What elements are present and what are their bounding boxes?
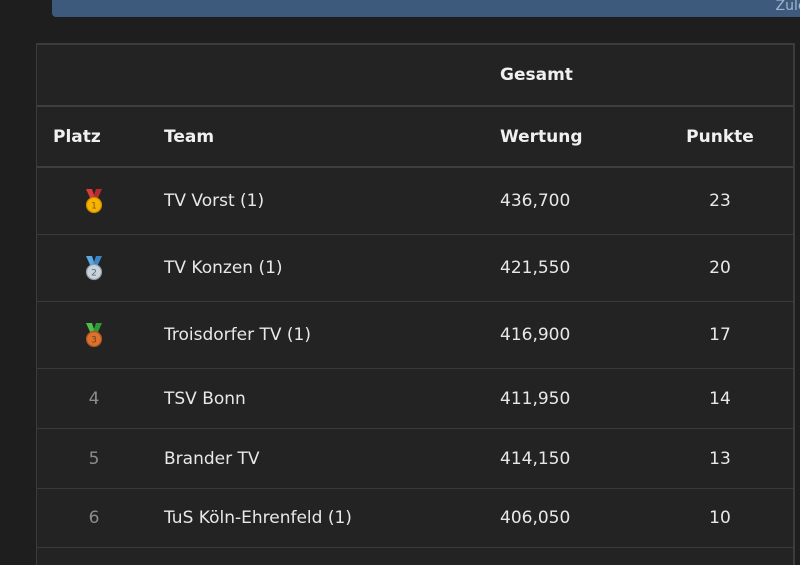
- punkte-value: 10: [709, 507, 731, 528]
- table-row: 3 Troisdorfer TV (1) 416,900 17: [37, 302, 793, 369]
- ranking-table: Gesamt Platz Team Wertung Punkte 1 TV Vo…: [36, 43, 795, 565]
- team-name[interactable]: TV Konzen (1): [164, 258, 283, 278]
- wertung-value: 436,700: [500, 191, 571, 211]
- rank-number: 4: [88, 388, 100, 409]
- punkte-value: 14: [709, 388, 731, 409]
- rank-number: 6: [88, 507, 100, 528]
- gold-medal-icon: 1: [85, 189, 103, 214]
- table-row: 2 TV Konzen (1) 421,550 20: [37, 235, 793, 302]
- column-header-wertung[interactable]: Wertung: [500, 126, 583, 147]
- wertung-value: 406,050: [500, 507, 571, 528]
- table-row: 6 TuS Köln-Ehrenfeld (1) 406,050 10: [37, 488, 793, 548]
- rank-cell: 1: [53, 168, 135, 234]
- svg-text:2: 2: [91, 269, 97, 279]
- wertung-value: 414,150: [500, 448, 571, 469]
- top-banner: Zulet: [52, 0, 800, 17]
- punkte-value: 13: [709, 448, 731, 469]
- bronze-medal-icon: 3: [85, 323, 103, 348]
- wertung-value: 421,550: [500, 258, 571, 278]
- rank-cell: 2: [53, 235, 135, 301]
- rank-cell: 3: [53, 302, 135, 368]
- team-name[interactable]: TuS Köln-Ehrenfeld (1): [164, 507, 352, 528]
- punkte-value: 23: [709, 191, 731, 211]
- wertung-value: 411,950: [500, 388, 571, 409]
- team-name[interactable]: Troisdorfer TV (1): [164, 325, 311, 345]
- wertung-value: 416,900: [500, 325, 571, 345]
- column-header-row: Platz Team Wertung Punkte: [37, 107, 793, 168]
- team-name[interactable]: TV Vorst (1): [164, 191, 265, 211]
- group-header-row: Gesamt: [37, 45, 793, 107]
- svg-text:3: 3: [91, 336, 97, 346]
- column-header-punkte[interactable]: Punkte: [686, 126, 754, 147]
- svg-text:1: 1: [91, 202, 97, 212]
- team-name[interactable]: TSV Bonn: [164, 388, 246, 409]
- table-row: 5 Brander TV 414,150 13: [37, 429, 793, 489]
- group-header-gesamt: Gesamt: [500, 65, 573, 85]
- column-header-team[interactable]: Team: [164, 126, 215, 147]
- table-row: 4 TSV Bonn 411,950 14: [37, 369, 793, 429]
- team-name[interactable]: Brander TV: [164, 448, 260, 469]
- rank-number: 5: [88, 448, 100, 469]
- punkte-value: 17: [709, 325, 731, 345]
- punkte-value: 20: [709, 258, 731, 278]
- top-banner-text: Zulet: [775, 0, 800, 14]
- table-row: 1 TV Vorst (1) 436,700 23: [37, 168, 793, 235]
- silver-medal-icon: 2: [85, 256, 103, 281]
- column-header-platz[interactable]: Platz: [53, 126, 101, 147]
